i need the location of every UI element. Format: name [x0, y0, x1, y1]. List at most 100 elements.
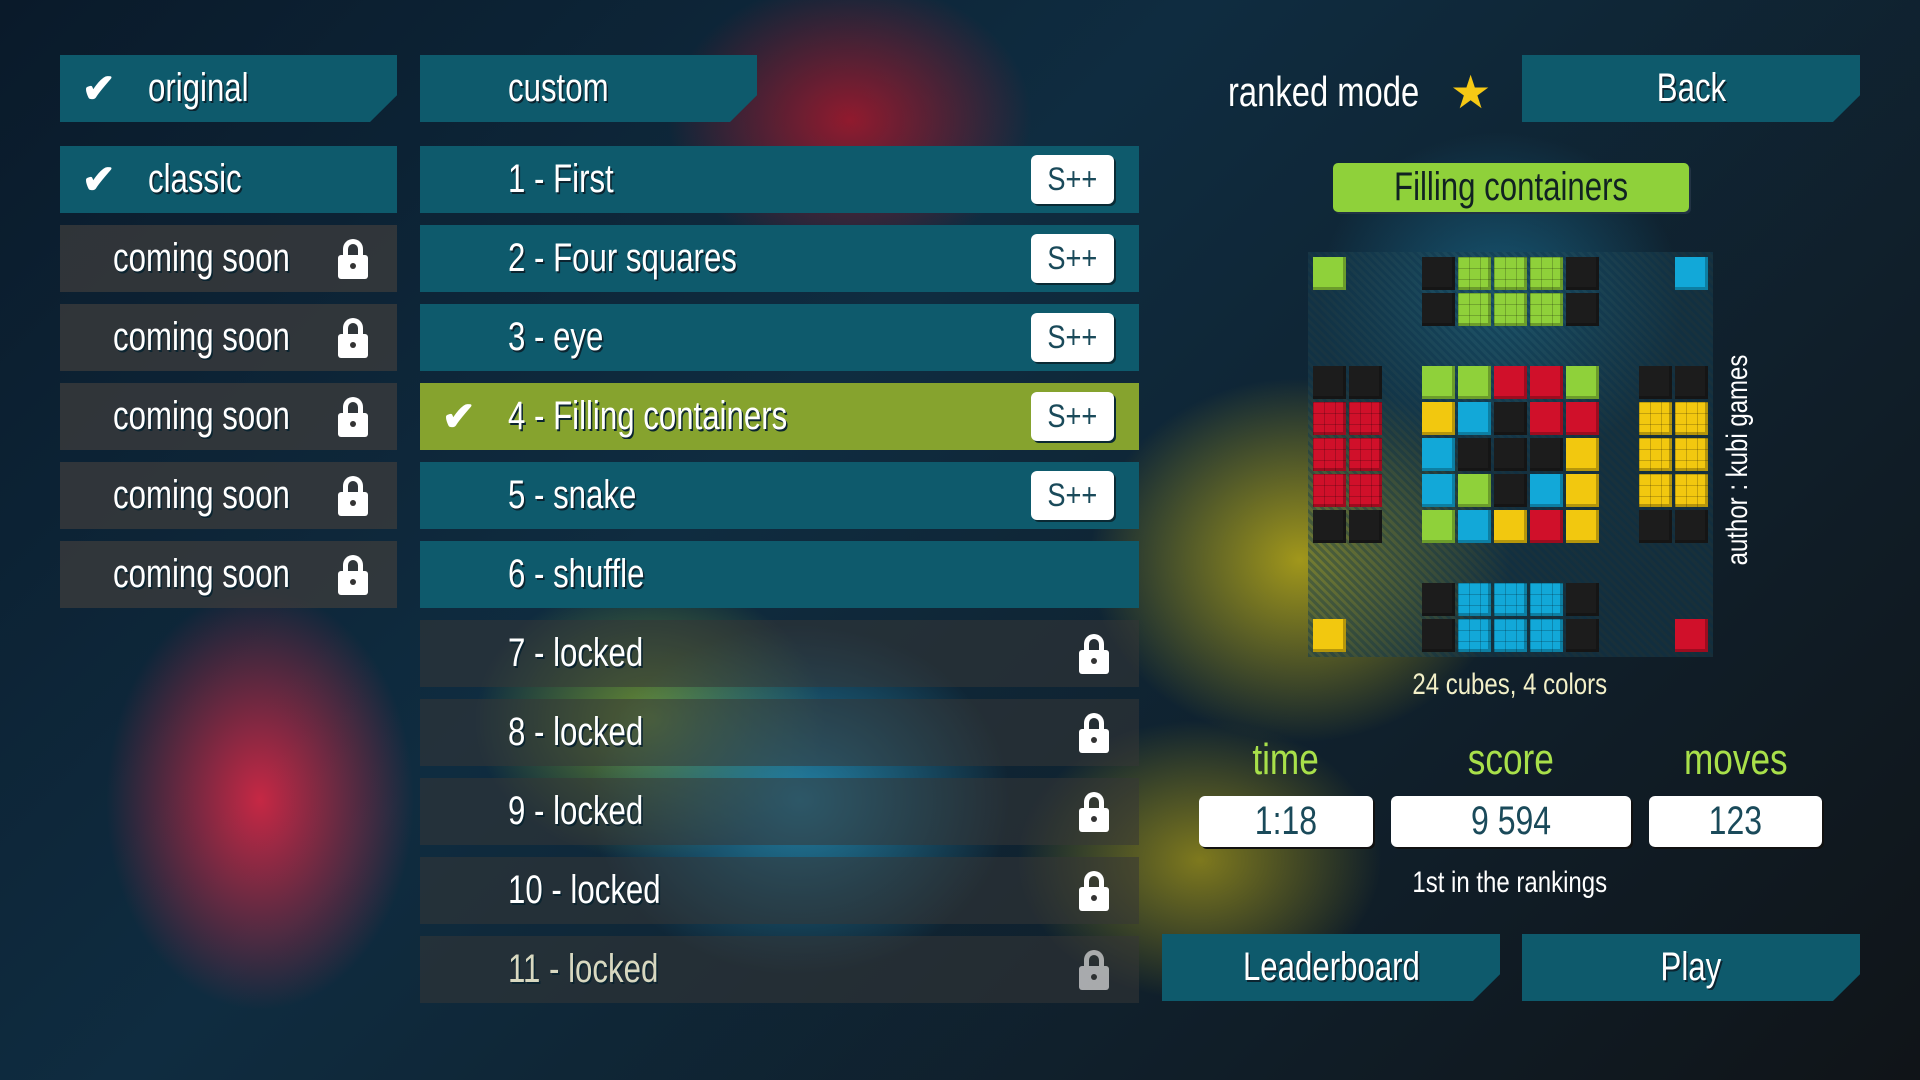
back-button[interactable]: Back — [1522, 55, 1860, 122]
container-cell — [1349, 474, 1383, 508]
cube-cell — [1530, 474, 1564, 508]
play-button[interactable]: Play — [1522, 934, 1860, 1001]
cube-cell — [1566, 365, 1600, 399]
cube-cell — [1494, 365, 1527, 399]
level-item-label: 7 - locked — [508, 631, 644, 675]
time-label: time — [1252, 735, 1320, 784]
mode-item[interactable]: coming soon — [60, 541, 397, 608]
mode-item[interactable]: ✔ classic — [60, 146, 397, 213]
level-preview-grid — [1308, 252, 1713, 657]
score-label: score — [1467, 735, 1555, 784]
lock-icon — [338, 239, 368, 279]
cube-cell — [1457, 474, 1491, 508]
cube-cell — [1566, 257, 1600, 290]
mode-item-label: coming soon — [113, 552, 290, 596]
rank-badge: S++ — [1031, 471, 1114, 520]
tab-custom[interactable]: custom — [420, 55, 757, 122]
rank-badge: S++ — [1031, 155, 1114, 204]
level-item-label: 6 - shuffle — [508, 552, 645, 596]
container-cell — [1638, 474, 1672, 508]
tab-original-label: original — [148, 66, 249, 110]
level-item[interactable]: 5 - snake S++ — [420, 462, 1139, 529]
cube-cell — [1421, 257, 1455, 290]
play-label: Play — [1660, 945, 1722, 989]
mode-item[interactable]: coming soon — [60, 304, 397, 371]
time-value: 1:18 — [1199, 796, 1373, 847]
cube-cell — [1349, 510, 1383, 544]
container-cell — [1530, 257, 1564, 290]
cube-cell — [1349, 365, 1383, 399]
star-icon: ★ — [1450, 66, 1492, 118]
container-cell — [1457, 582, 1491, 616]
level-item[interactable]: 2 - Four squares S++ — [420, 225, 1139, 292]
level-item: 9 - locked — [420, 778, 1139, 845]
cube-cell — [1421, 619, 1455, 652]
lock-icon — [338, 555, 368, 595]
level-item-label: 3 - eye — [508, 315, 604, 359]
cube-cell — [1566, 438, 1600, 471]
cube-cell — [1638, 510, 1672, 544]
cube-cell — [1566, 510, 1600, 544]
score-value: 9 594 — [1391, 796, 1631, 847]
check-icon: ✔ — [82, 66, 116, 111]
cube-cell — [1566, 401, 1600, 435]
container-cell — [1349, 401, 1383, 435]
container-cell — [1675, 438, 1708, 471]
level-item-label: 4 - Filling containers — [508, 394, 788, 438]
mode-item[interactable]: coming soon — [60, 462, 397, 529]
mode-item[interactable]: coming soon — [60, 383, 397, 450]
container-cell — [1638, 438, 1672, 471]
moves-label: moves — [1683, 735, 1788, 784]
lock-icon — [338, 318, 368, 358]
cube-cell — [1675, 619, 1708, 652]
cube-cell — [1457, 438, 1491, 471]
level-item[interactable]: 1 - First S++ — [420, 146, 1139, 213]
container-cell — [1313, 438, 1346, 471]
cube-cell — [1566, 293, 1600, 327]
mode-item-label: coming soon — [113, 473, 290, 517]
level-item[interactable]: 6 - shuffle — [420, 541, 1139, 608]
cube-cell — [1313, 257, 1346, 290]
container-cell — [1349, 438, 1383, 471]
tab-original[interactable]: ✔ original — [60, 55, 397, 122]
level-item: 8 - locked — [420, 699, 1139, 766]
rank-badge: S++ — [1031, 313, 1114, 362]
mode-item-label: coming soon — [113, 236, 290, 280]
cube-cell — [1421, 438, 1455, 471]
container-cell — [1457, 257, 1491, 290]
level-title: Filling containers — [1393, 165, 1629, 209]
container-cell — [1313, 474, 1346, 508]
cube-cell — [1421, 582, 1455, 616]
cube-cell — [1457, 510, 1491, 544]
container-cell — [1494, 619, 1527, 652]
level-item-label: 11 - locked — [508, 947, 659, 991]
lock-icon — [338, 397, 368, 437]
cube-cell — [1530, 401, 1564, 435]
ranking-text: 1st in the rankings — [1412, 866, 1608, 899]
moves-value: 123 — [1649, 796, 1822, 847]
lock-icon — [1079, 950, 1109, 990]
level-title-badge: Filling containers — [1333, 163, 1689, 212]
lock-icon — [1079, 713, 1109, 753]
level-item-label: 9 - locked — [508, 789, 644, 833]
container-cell — [1494, 257, 1527, 290]
rank-badge: S++ — [1031, 392, 1114, 441]
level-item-label: 2 - Four squares — [508, 236, 737, 280]
level-item[interactable]: ✔ 4 - Filling containers S++ — [420, 383, 1139, 450]
check-icon: ✔ — [82, 157, 116, 202]
cube-cell — [1313, 365, 1346, 399]
cube-cell — [1675, 510, 1708, 544]
cube-cell — [1494, 510, 1527, 544]
mode-item[interactable]: coming soon — [60, 225, 397, 292]
container-cell — [1313, 401, 1346, 435]
check-icon: ✔ — [442, 394, 476, 439]
container-cell — [1494, 293, 1527, 327]
cube-cell — [1566, 474, 1600, 508]
cube-cell — [1494, 401, 1527, 435]
ranked-mode-label: ranked mode — [1228, 68, 1420, 115]
level-item-label: 8 - locked — [508, 710, 644, 754]
back-label: Back — [1656, 66, 1726, 110]
level-item[interactable]: 3 - eye S++ — [420, 304, 1139, 371]
leaderboard-button[interactable]: Leaderboard — [1162, 934, 1500, 1001]
cube-cell — [1421, 293, 1455, 327]
